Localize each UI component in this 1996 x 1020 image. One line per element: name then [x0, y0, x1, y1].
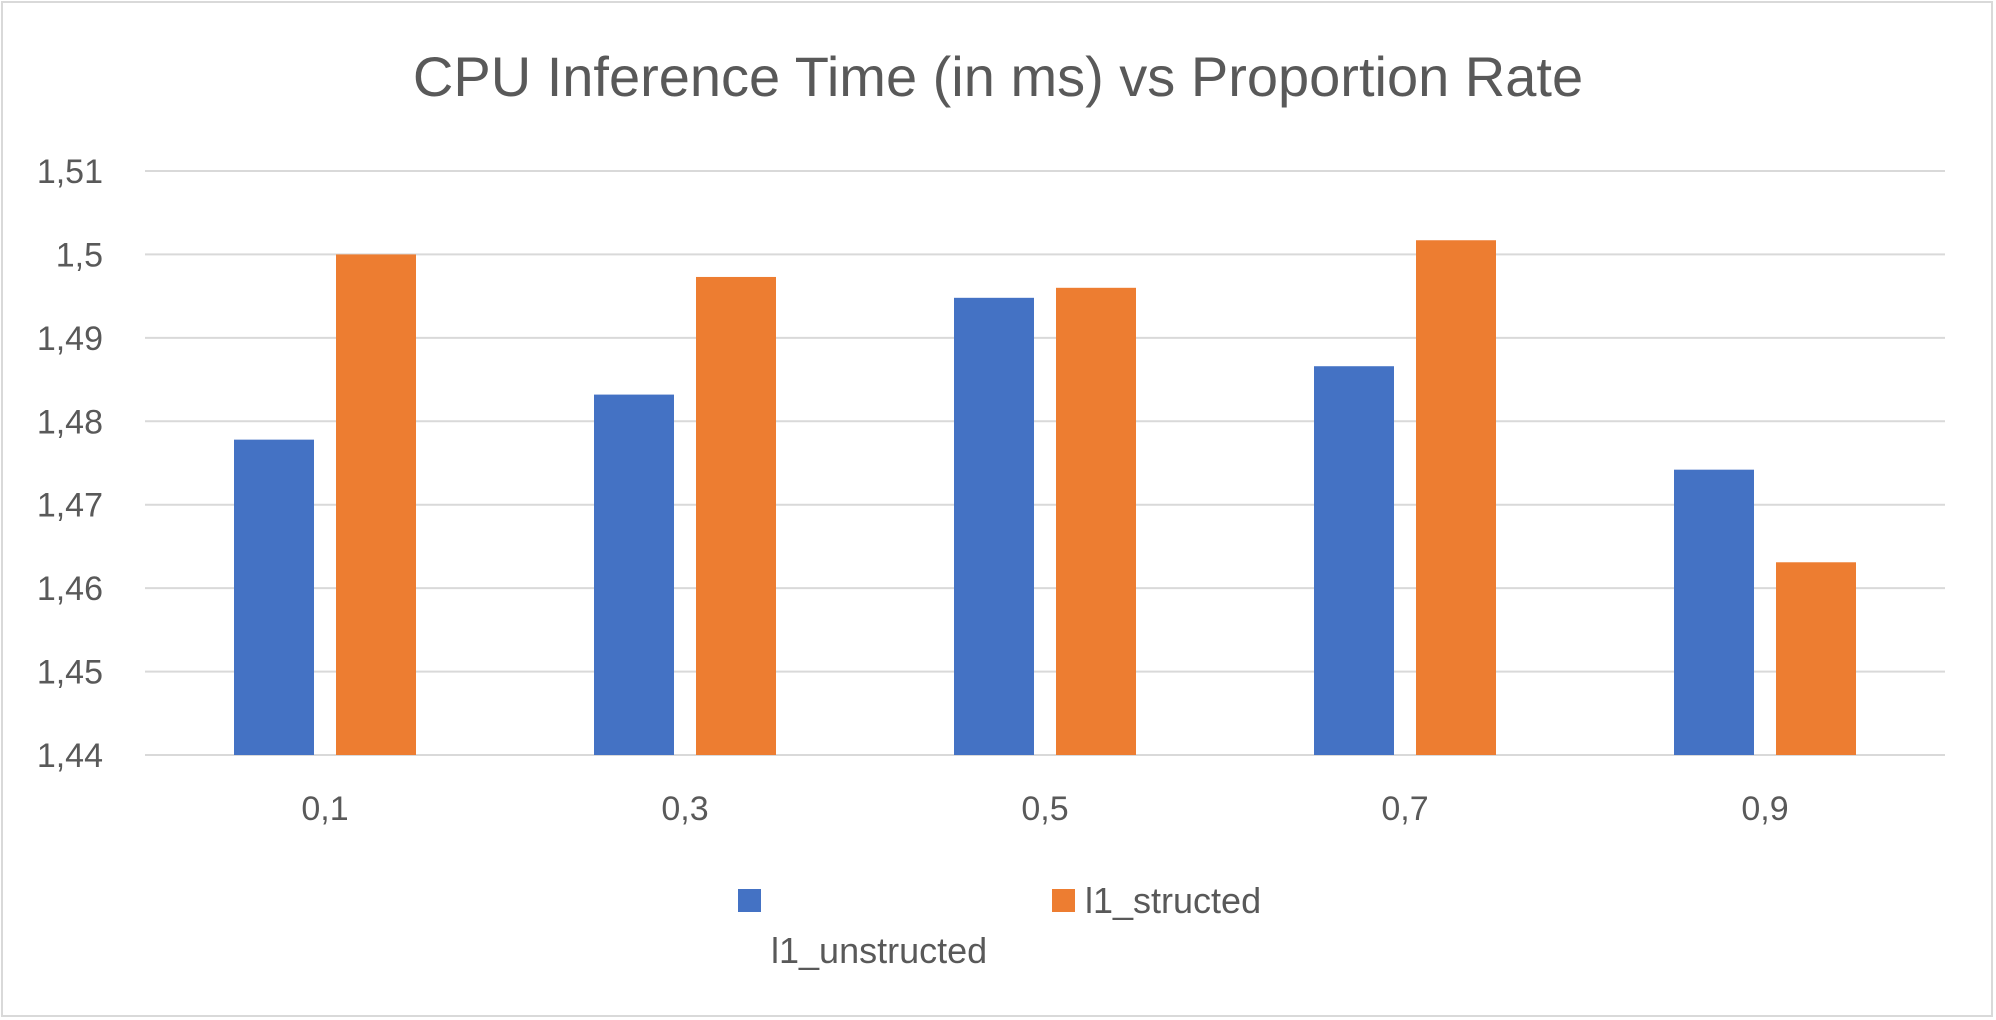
x-tick-label: 0,9: [1741, 790, 1788, 828]
y-tick-label: 1,51: [37, 153, 103, 191]
legend: l1_unstructed l1_structed: [738, 880, 1261, 971]
legend-label-l1-unstructed: l1_unstructed: [771, 930, 987, 971]
legend-swatch-l1-unstructed: [738, 889, 761, 912]
bar-l1_unstructed-0-9: [1674, 469, 1754, 755]
bar-l1_structed-0-5: [1056, 287, 1136, 755]
y-tick-label: 1,47: [37, 487, 103, 525]
gridlines: [145, 170, 1945, 756]
bar-l1_structed-0-3: [696, 276, 776, 755]
y-tick-label: 1,45: [37, 654, 103, 692]
x-axis-ticks: 0,1 0,3 0,5 0,7 0,9: [301, 790, 1788, 828]
y-tick-label: 1,44: [37, 737, 103, 775]
y-tick-label: 1,48: [37, 403, 103, 441]
bar-l1_unstructed-0-3: [594, 394, 674, 755]
bars: [234, 240, 1856, 755]
y-axis-ticks: 1,44 1,45 1,46 1,47 1,48 1,49 1,5 1,51: [37, 153, 103, 775]
bar-l1_unstructed-0-5: [954, 297, 1034, 755]
bar-l1_unstructed-0-1: [234, 439, 314, 755]
bar-l1_structed-0-9: [1776, 562, 1856, 755]
bar-l1_structed-0-7: [1416, 240, 1496, 755]
x-tick-label: 0,7: [1381, 790, 1428, 828]
chart-title: CPU Inference Time (in ms) vs Proportion…: [413, 45, 1583, 108]
x-tick-label: 0,5: [1021, 790, 1068, 828]
x-tick-label: 0,1: [301, 790, 348, 828]
x-tick-label: 0,3: [661, 790, 708, 828]
y-tick-label: 1,5: [56, 236, 103, 274]
y-tick-label: 1,46: [37, 570, 103, 608]
y-tick-label: 1,49: [37, 320, 103, 358]
bar-l1_structed-0-1: [336, 254, 416, 755]
legend-label-l1-structed: l1_structed: [1085, 880, 1261, 921]
legend-swatch-l1-structed: [1052, 889, 1075, 912]
bar-l1_unstructed-0-7: [1314, 366, 1394, 755]
